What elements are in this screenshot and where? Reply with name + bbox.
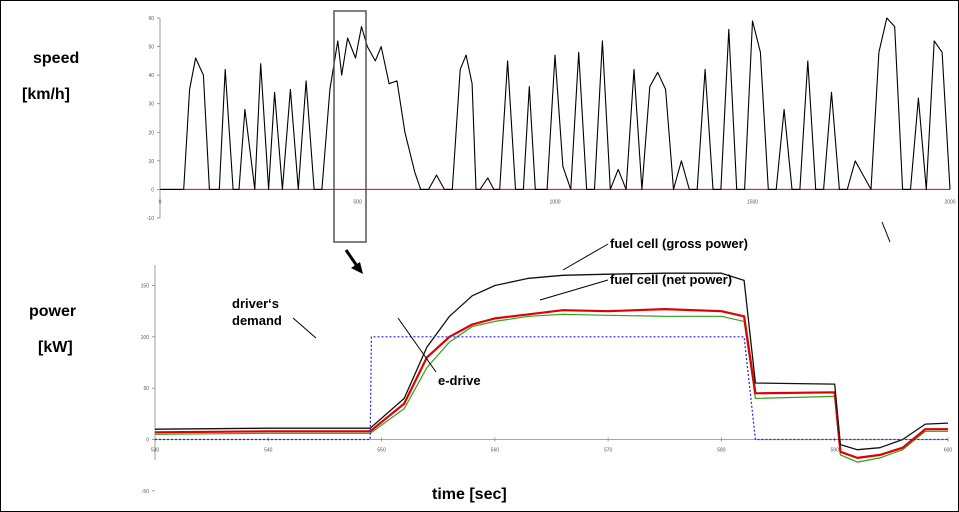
speed-x-tick-label: 0 <box>159 199 162 205</box>
speed-y-tick-label: 20 <box>148 130 154 136</box>
speed-x-tick-label: 1000 <box>549 199 560 205</box>
x-axis-title: time [sec] <box>432 486 507 503</box>
speed-y-tick-label: 50 <box>148 45 154 51</box>
zoom-highlight-box <box>333 10 367 243</box>
speed-y-tick-label: 60 <box>148 16 154 22</box>
power-axis-label-line2: [kW] <box>38 339 73 356</box>
speed-y-tick-label: 10 <box>148 159 154 165</box>
zoom-arrow-head <box>351 262 363 274</box>
power-y-tick-label: 50 <box>143 386 149 392</box>
power-x-tick-label: 590 <box>831 447 840 453</box>
power-x-tick-label: 550 <box>377 447 386 453</box>
speed-x-tick-label: 1500 <box>747 199 758 205</box>
speed-y-tick-label: 40 <box>148 73 154 79</box>
speed-x-tick-label: 2000 <box>944 199 955 205</box>
speed-plot: 60 50 40 30 20 10 0 -10 0 500 1000 1500 2000 <box>147 16 956 222</box>
gross-power-line <box>154 272 949 451</box>
edrive-pointer <box>397 317 437 373</box>
net-power-line <box>154 308 948 459</box>
power-plot: 150 100 50 0 -50 530 540 550 560 570 580 590 600 <box>141 265 953 495</box>
net-power-label: fuel cell (net power) <box>610 272 733 287</box>
edrive-power-line <box>154 313 948 463</box>
driver-demand-label-line2: demand <box>232 313 282 328</box>
power-x-tick-label: 570 <box>604 447 613 453</box>
demand-pointer <box>292 317 317 339</box>
driver-demand-line <box>155 336 948 441</box>
power-x-tick-label: 600 <box>944 447 953 453</box>
power-y-tick-label: -50 <box>142 489 149 495</box>
speed-y-tick-label: -10 <box>147 216 154 222</box>
speed-axis-label-line2: [km/h] <box>22 86 70 103</box>
power-x-tick-label: 530 <box>151 447 160 453</box>
power-y-tick-label: 100 <box>141 335 150 341</box>
speed-x-tick-label: 500 <box>353 199 362 205</box>
gross-pointer <box>562 243 609 271</box>
power-y-tick-label: 150 <box>141 284 150 290</box>
power-x-tick-label: 540 <box>264 447 273 453</box>
edrive-label: e-drive <box>438 373 481 388</box>
driver-demand-label-line1: driver‘s <box>232 296 279 311</box>
power-x-tick-label: 560 <box>491 447 500 453</box>
power-axis-label-line1: power <box>29 303 77 320</box>
gross-power-label: fuel cell (gross power) <box>610 236 748 251</box>
net-pointer <box>539 279 609 301</box>
zoom-arrow-line <box>344 249 359 267</box>
annotations <box>292 10 891 373</box>
power-x-tick-label: 580 <box>717 447 726 453</box>
speed-y-tick-label: 0 <box>151 187 154 193</box>
speed-axis-label-line1: speed <box>33 50 80 67</box>
stray-pointer <box>881 221 891 243</box>
speed-y-tick-label: 30 <box>148 102 154 108</box>
speed-series-line <box>160 17 951 190</box>
power-y-tick-label: 0 <box>146 437 149 443</box>
